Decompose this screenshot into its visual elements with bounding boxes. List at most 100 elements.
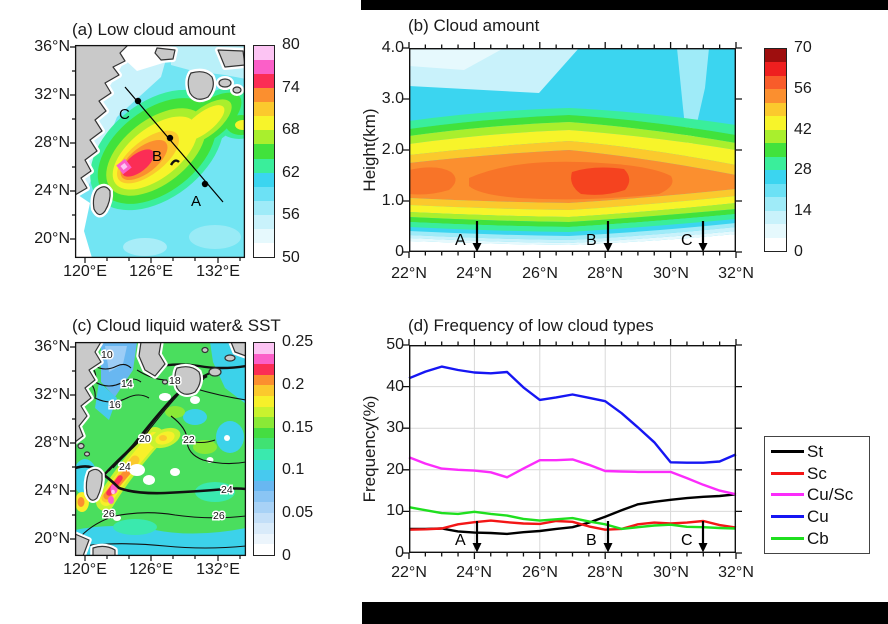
colorbar-segment: [254, 200, 274, 215]
legend-line-swatch: [771, 515, 804, 519]
panel-b-cbar-tick: 28: [794, 161, 812, 178]
panel-b-xtick: 22°N: [391, 265, 427, 282]
panel-d-xtick: 24°N: [456, 564, 492, 581]
black-bar-top: [361, 0, 888, 10]
panel-a-ytick: 20°N: [34, 230, 70, 247]
white-gaps: [113, 393, 230, 521]
colorbar-segment: [254, 544, 274, 555]
colorbar-segment: [254, 395, 274, 407]
legend-label: Cb: [807, 528, 829, 548]
panel-d-ytick: 50: [386, 336, 404, 353]
colorbar-segment: [254, 512, 274, 524]
colorbar-segment: [254, 158, 274, 173]
transect-point-b: [166, 134, 174, 142]
series-line-cu: [408, 365, 737, 464]
axes-box: [408, 344, 737, 554]
colorbar-segment: [254, 74, 274, 89]
panel-b-xtick: 26°N: [522, 265, 558, 282]
series-line-cu-sc: [408, 456, 737, 496]
panel-c-ytick: 24°N: [34, 482, 70, 499]
panel-d-ytick: 40: [386, 378, 404, 395]
panel-a-cbar-tick: 56: [282, 206, 300, 223]
svg-text:26: 26: [213, 510, 225, 522]
panel-c-colorbar: [253, 342, 275, 556]
panel-b-ytick: 0: [395, 243, 404, 260]
legend-label: Cu: [807, 507, 829, 527]
panel-b-cbar-tick: 14: [794, 202, 812, 219]
svg-text:22: 22: [183, 434, 195, 446]
panel-d-ytick: 30: [386, 419, 404, 436]
svg-text:24: 24: [119, 461, 131, 473]
panel-c-cbar-tick: 0.2: [282, 376, 305, 393]
legend-item: Cb: [771, 529, 863, 548]
panel-b-cbar-tick: 0: [794, 243, 803, 260]
axis-ticks: [70, 346, 241, 561]
land: [75, 45, 245, 216]
panel-b-title: (b) Cloud amount: [408, 16, 540, 35]
colorbar-segment: [765, 183, 786, 198]
colorbar-segment: [254, 374, 274, 386]
colorbar-segment: [765, 62, 786, 76]
colorbar-segment: [254, 427, 274, 439]
panel-b-colorbar: [764, 48, 787, 252]
panel-a-xtick: 126°E: [129, 263, 173, 280]
colorbar-segment: [254, 470, 274, 481]
taiwan-island: [92, 186, 111, 216]
transect-label-a: A: [191, 193, 201, 210]
panel-a-cbar-tick: 62: [282, 164, 300, 181]
colorbar-segment: [765, 89, 786, 103]
panel-b-xtick: 32°N: [718, 265, 754, 282]
panel-a-colorbar: [253, 45, 275, 258]
panel-d-ytick: 20: [386, 461, 404, 478]
panel-a-cbar-tick: 74: [282, 79, 300, 96]
colorbar-segment: [254, 144, 274, 159]
marker-label-c: C: [681, 232, 693, 249]
panel-b-cbar-tick: 56: [794, 80, 812, 97]
colorbar-segment: [765, 116, 786, 130]
svg-text:24: 24: [221, 484, 233, 496]
transect-label-b: B: [152, 148, 162, 165]
black-bar-bottom: [362, 602, 888, 624]
panel-b-ytick: 1.0: [381, 192, 404, 209]
colorbar-segment: [254, 88, 274, 103]
axis-ticks: [403, 42, 742, 258]
colorbar-segment: [254, 406, 274, 418]
panel-d-ytick: 0: [395, 544, 404, 561]
panel-d-ylabel: Frequency(%): [360, 395, 379, 503]
legend-line-swatch: [771, 450, 804, 454]
panel-a-map: A B C: [70, 44, 246, 263]
colorbar-segment: [254, 214, 274, 229]
marker-label-b: B: [586, 232, 597, 249]
taiwan-island: [85, 468, 103, 501]
frequency-lines: [408, 365, 737, 536]
colorbar-segment: [254, 364, 274, 375]
transect-arrows: [472, 221, 708, 252]
panel-b-ytick: 2.0: [381, 141, 404, 158]
svg-text:20: 20: [139, 433, 151, 445]
panel-a-ytick: 24°N: [34, 182, 70, 199]
colorbar-segment: [254, 533, 274, 545]
island-dash: [169, 159, 180, 166]
colorbar-segment: [254, 343, 274, 354]
panel-c-cbar-tick: 0.25: [282, 333, 314, 350]
colorbar-segment: [765, 49, 786, 63]
colorbar-segment: [765, 237, 786, 252]
panel-c-xtick: 126°E: [129, 561, 173, 578]
panel-c-cbar-tick: 0.05: [282, 504, 314, 521]
marker-label-a: A: [455, 232, 466, 249]
legend-line-swatch: [771, 536, 804, 540]
panel-c-cbar-tick: 0.15: [282, 419, 314, 436]
legend-label: St: [807, 442, 824, 462]
axes-box: [408, 47, 737, 253]
legend-label: Cu/Sc: [807, 485, 854, 505]
legend-item: St: [771, 442, 863, 461]
panel-c-ytick: 28°N: [34, 434, 70, 451]
panel-a-cbar-tick: 50: [282, 249, 300, 266]
panel-a-xtick: 120°E: [63, 263, 107, 280]
colorbar-segment: [254, 228, 274, 243]
panel-b-ytick: 3.0: [381, 90, 404, 107]
kuroshio-streak: [96, 427, 164, 511]
korea-peninsula: [138, 342, 166, 377]
panel-b-xtick: 24°N: [456, 265, 492, 282]
panel-d-linechart: A B C: [403, 339, 742, 559]
